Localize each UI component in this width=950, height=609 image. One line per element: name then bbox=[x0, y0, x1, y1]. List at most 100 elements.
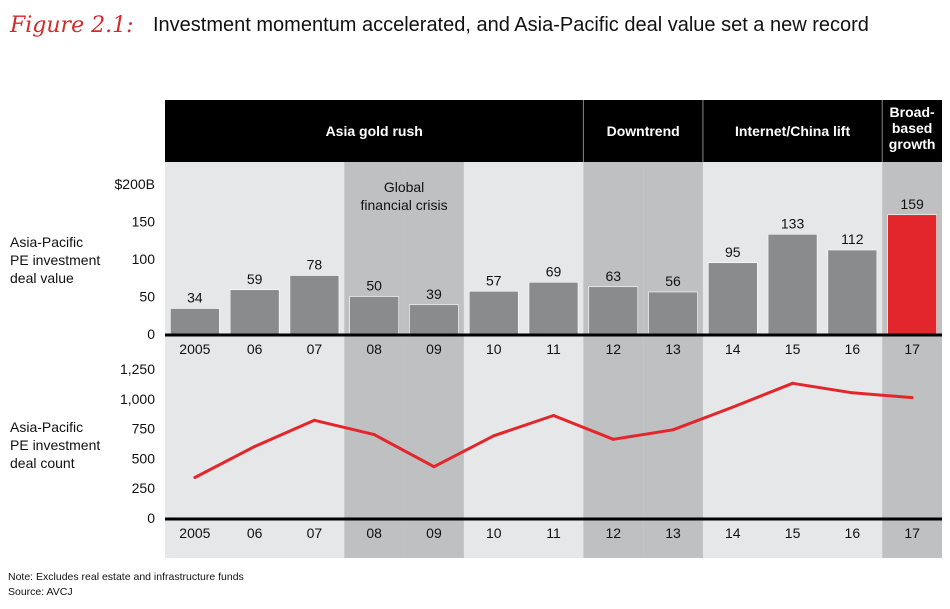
bar-value-label-08: 50 bbox=[366, 278, 382, 294]
figure-label: Figure 2.1: bbox=[9, 13, 133, 38]
bar-ylabel: Asia-Pacific PE investment deal value bbox=[10, 234, 100, 286]
bar-value-label-09: 39 bbox=[426, 286, 442, 302]
footnote: Note: Excludes real estate and infrastru… bbox=[8, 571, 244, 583]
line-ytick-1000: 1,000 bbox=[120, 391, 155, 407]
deal-count-line bbox=[193, 381, 914, 479]
bar-ytick-50: 50 bbox=[139, 289, 155, 305]
line-xtick-2005: 2005 bbox=[179, 525, 210, 541]
line-point-17 bbox=[910, 396, 914, 400]
bar-xtick-07: 07 bbox=[307, 341, 323, 357]
bar-11 bbox=[528, 281, 579, 335]
era-label-line: growth bbox=[889, 136, 936, 152]
bar-xtick-13: 13 bbox=[665, 341, 681, 357]
plot-background bbox=[165, 162, 942, 558]
bar-value-label-12: 63 bbox=[605, 268, 621, 284]
shaded-band-12 bbox=[583, 162, 644, 558]
line-xtick-11: 11 bbox=[546, 525, 561, 541]
line-xtick-10: 10 bbox=[486, 525, 502, 541]
bar-xtick-08: 08 bbox=[366, 341, 382, 357]
bar-xtick-10: 10 bbox=[486, 341, 502, 357]
line-point-15 bbox=[791, 381, 795, 385]
line-ytick-0: 0 bbox=[147, 510, 155, 526]
bar-2005 bbox=[170, 308, 220, 335]
bar-08 bbox=[349, 296, 399, 335]
era-label-line: based bbox=[892, 120, 932, 136]
line-ylabel-line: PE investment bbox=[10, 437, 100, 453]
source-note: Source: AVCJ bbox=[8, 586, 73, 598]
line-point-2005 bbox=[193, 475, 197, 479]
bar-xtick-14: 14 bbox=[725, 341, 741, 357]
bar-value-label-17: 159 bbox=[900, 196, 924, 212]
line-point-07 bbox=[312, 418, 316, 422]
line-point-09 bbox=[432, 465, 436, 469]
shaded-band-08 bbox=[344, 162, 405, 558]
line-point-06 bbox=[253, 444, 257, 448]
bar-xtick-2005: 2005 bbox=[179, 341, 210, 357]
era-label-broad-based-growth: Broad-based growth bbox=[889, 104, 936, 152]
bar-value-label-2005: 34 bbox=[187, 290, 203, 306]
bar-value-label-10: 57 bbox=[486, 272, 502, 288]
bar-07 bbox=[289, 275, 340, 335]
line-ytick-250: 250 bbox=[132, 480, 156, 496]
bar-xtick-11: 11 bbox=[546, 341, 561, 357]
era-label-2: Internet/China lift bbox=[735, 123, 850, 139]
line-ylabel: Asia-Pacific PE investment deal count bbox=[10, 419, 100, 471]
line-xtick-07: 07 bbox=[307, 525, 323, 541]
line-xtick-15: 15 bbox=[785, 525, 801, 541]
bar-xtick-15: 15 bbox=[785, 341, 801, 357]
era-block-3 bbox=[882, 100, 942, 162]
era-block-1 bbox=[583, 100, 703, 162]
line-xtick-14: 14 bbox=[725, 525, 741, 541]
line-point-16 bbox=[850, 391, 854, 395]
era-label-1: Downtrend bbox=[607, 123, 680, 139]
era-header: Asia gold rush Downtrend Internet/China li… bbox=[165, 100, 942, 162]
era-label-line: Broad- bbox=[890, 104, 935, 120]
bar-xtick-17: 17 bbox=[904, 341, 920, 357]
bar-ylabel-line: deal value bbox=[10, 270, 74, 286]
annotation-line: Global bbox=[384, 179, 424, 195]
y-axis-titles: Asia-Pacific PE investment deal valueAsia-… bbox=[10, 234, 100, 471]
bar-09 bbox=[409, 304, 459, 335]
bar-ytick-0: 0 bbox=[147, 326, 155, 342]
line-xtick-08: 08 bbox=[366, 525, 382, 541]
line-xtick-12: 12 bbox=[605, 525, 621, 541]
line-point-12 bbox=[611, 437, 615, 441]
line-point-08 bbox=[372, 433, 376, 437]
bar-value-label-14: 95 bbox=[725, 244, 741, 260]
bar-13 bbox=[648, 291, 698, 335]
bar-value-label-15: 133 bbox=[781, 215, 805, 231]
bar-15 bbox=[767, 233, 818, 335]
line-xtick-13: 13 bbox=[665, 525, 681, 541]
bar-06 bbox=[229, 289, 280, 335]
bar-value-label-13: 56 bbox=[665, 273, 681, 289]
bar-value-label-06: 59 bbox=[247, 271, 263, 287]
line-xtick-09: 09 bbox=[426, 525, 442, 541]
line-point-11 bbox=[552, 413, 555, 417]
line-ytick-1250: 1,250 bbox=[120, 361, 155, 377]
line-xtick-17: 17 bbox=[904, 525, 920, 541]
bar-12 bbox=[588, 286, 639, 335]
line-xtick-16: 16 bbox=[845, 525, 861, 541]
bar-ylabel-line: PE investment bbox=[10, 252, 100, 268]
bar-10 bbox=[468, 290, 519, 335]
bar-value-label-16: 112 bbox=[841, 231, 864, 247]
line-ytick-500: 500 bbox=[132, 450, 156, 466]
chart-title: Investment momentum accelerated, and Asi… bbox=[153, 14, 869, 36]
bar-ytick-200: $200B bbox=[115, 176, 155, 192]
deal-value-bars: 34 59 78 50 39 57 69 63 56 95 133 112 159 bbox=[170, 196, 937, 335]
line-ylabel-line: Asia-Pacific bbox=[10, 419, 83, 435]
gfc-annotation: Global financial crisis bbox=[361, 179, 448, 213]
era-block-0 bbox=[165, 100, 584, 162]
bar-ytick-150: 150 bbox=[132, 214, 156, 230]
annotation-line: financial crisis bbox=[361, 197, 448, 213]
shaded-band-09 bbox=[404, 162, 464, 558]
bar-17 bbox=[887, 214, 937, 335]
bar-value-label-07: 78 bbox=[307, 257, 323, 273]
bar-xtick-16: 16 bbox=[845, 341, 861, 357]
line-point-13 bbox=[671, 428, 675, 432]
bar-14 bbox=[708, 262, 758, 335]
era-label-0: Asia gold rush bbox=[326, 123, 423, 139]
line-point-10 bbox=[492, 434, 496, 438]
bar-xtick-06: 06 bbox=[247, 341, 263, 357]
